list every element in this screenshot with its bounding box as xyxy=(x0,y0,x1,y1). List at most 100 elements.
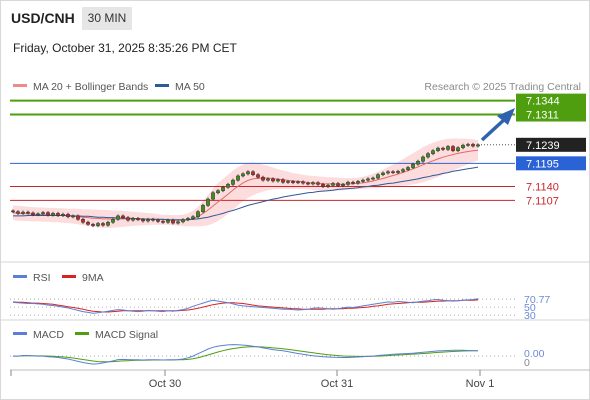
candle-body xyxy=(56,213,60,216)
candle xyxy=(301,180,305,185)
candle-body xyxy=(306,182,310,185)
candle xyxy=(371,176,375,181)
candle-body xyxy=(276,179,280,182)
trend-arrow xyxy=(480,108,515,142)
level-label-4: 7.1107 xyxy=(526,195,559,207)
candle xyxy=(101,222,105,227)
candle-body xyxy=(301,181,305,184)
candle xyxy=(241,172,245,178)
macd-tick-label: 0 xyxy=(524,357,530,369)
candle-body xyxy=(286,181,290,183)
legend-label-rsi: RSI xyxy=(33,272,51,284)
candle xyxy=(291,179,295,185)
candle xyxy=(66,212,70,219)
candle-body xyxy=(396,171,400,173)
candle-body xyxy=(146,219,150,222)
macd-signal-line xyxy=(13,346,478,363)
candle-body xyxy=(401,169,405,172)
candle xyxy=(196,210,200,219)
candle-body xyxy=(356,181,360,184)
candle-body xyxy=(86,221,90,225)
bollinger-band-area xyxy=(13,138,478,228)
candle xyxy=(471,142,475,148)
candle xyxy=(26,210,30,215)
legend-swatch-ma50 xyxy=(155,84,169,87)
candle xyxy=(401,168,405,173)
candle xyxy=(21,210,25,215)
candle-body xyxy=(16,211,20,214)
candle xyxy=(361,178,365,183)
candle xyxy=(256,173,260,179)
legend-label-bollinger: MA 20 + Bollinger Bands xyxy=(33,81,148,93)
candle xyxy=(176,220,180,225)
candle xyxy=(466,142,470,147)
rsi-tick-label: 30 xyxy=(524,310,536,322)
candle-body xyxy=(246,171,250,175)
candle-body xyxy=(376,174,380,179)
rsi-tick-label: 70.77 xyxy=(524,294,550,306)
ma50-line xyxy=(13,166,479,221)
level-label-3: 7.1140 xyxy=(526,181,559,193)
rsi-tick-label: 50 xyxy=(524,302,536,314)
candle xyxy=(381,171,385,177)
candle xyxy=(181,218,185,224)
candle xyxy=(386,170,390,175)
candle-body xyxy=(311,182,315,185)
candle-body xyxy=(186,218,190,220)
candle xyxy=(281,178,285,184)
candle xyxy=(186,216,190,222)
candle xyxy=(116,214,120,221)
candle xyxy=(421,155,425,163)
candle xyxy=(171,218,175,225)
candle-body xyxy=(366,178,370,181)
candle-body xyxy=(231,179,235,185)
candle xyxy=(356,179,360,185)
candle xyxy=(396,169,400,175)
candle xyxy=(366,177,370,182)
candle-body xyxy=(221,187,225,191)
candle xyxy=(341,182,345,188)
candle-body xyxy=(441,147,445,150)
candle-body xyxy=(251,171,255,175)
candle-body xyxy=(91,224,95,226)
candle xyxy=(211,191,215,201)
candle xyxy=(321,182,325,188)
candle-body xyxy=(226,184,230,188)
candle-body xyxy=(271,178,275,182)
candle xyxy=(76,214,80,221)
candle-body xyxy=(41,212,45,215)
candle-body xyxy=(421,156,425,162)
candle-body xyxy=(111,219,115,223)
candle-body xyxy=(261,176,265,181)
candle-body xyxy=(256,174,260,178)
candle-body xyxy=(371,177,375,180)
candle-body xyxy=(426,153,430,158)
candle xyxy=(296,180,300,185)
candle-body xyxy=(206,198,210,206)
candle-body xyxy=(26,211,30,214)
x-axis-label: Nov 1 xyxy=(466,378,495,390)
candle-body xyxy=(31,212,35,215)
candle xyxy=(141,218,145,223)
current-price-tag xyxy=(516,137,586,152)
timeframe-badge[interactable]: 30 MIN xyxy=(82,7,132,30)
candle-body xyxy=(446,146,450,150)
candle-body xyxy=(341,184,345,186)
candle-body xyxy=(136,218,140,220)
candle xyxy=(316,181,320,186)
candle-body xyxy=(201,205,205,212)
candle xyxy=(431,149,435,156)
candle-body xyxy=(46,212,50,216)
candle xyxy=(221,185,225,193)
candle xyxy=(146,217,150,223)
candle-body xyxy=(211,192,215,200)
candle xyxy=(271,177,275,183)
candle-body xyxy=(241,173,245,177)
candle xyxy=(16,210,20,215)
candle xyxy=(126,216,130,222)
candle xyxy=(236,174,240,182)
legend-swatch-rsi-ma xyxy=(62,275,76,278)
candle-body xyxy=(391,171,395,173)
legend-swatch-macd-signal xyxy=(75,332,89,335)
candle-body xyxy=(331,183,335,186)
